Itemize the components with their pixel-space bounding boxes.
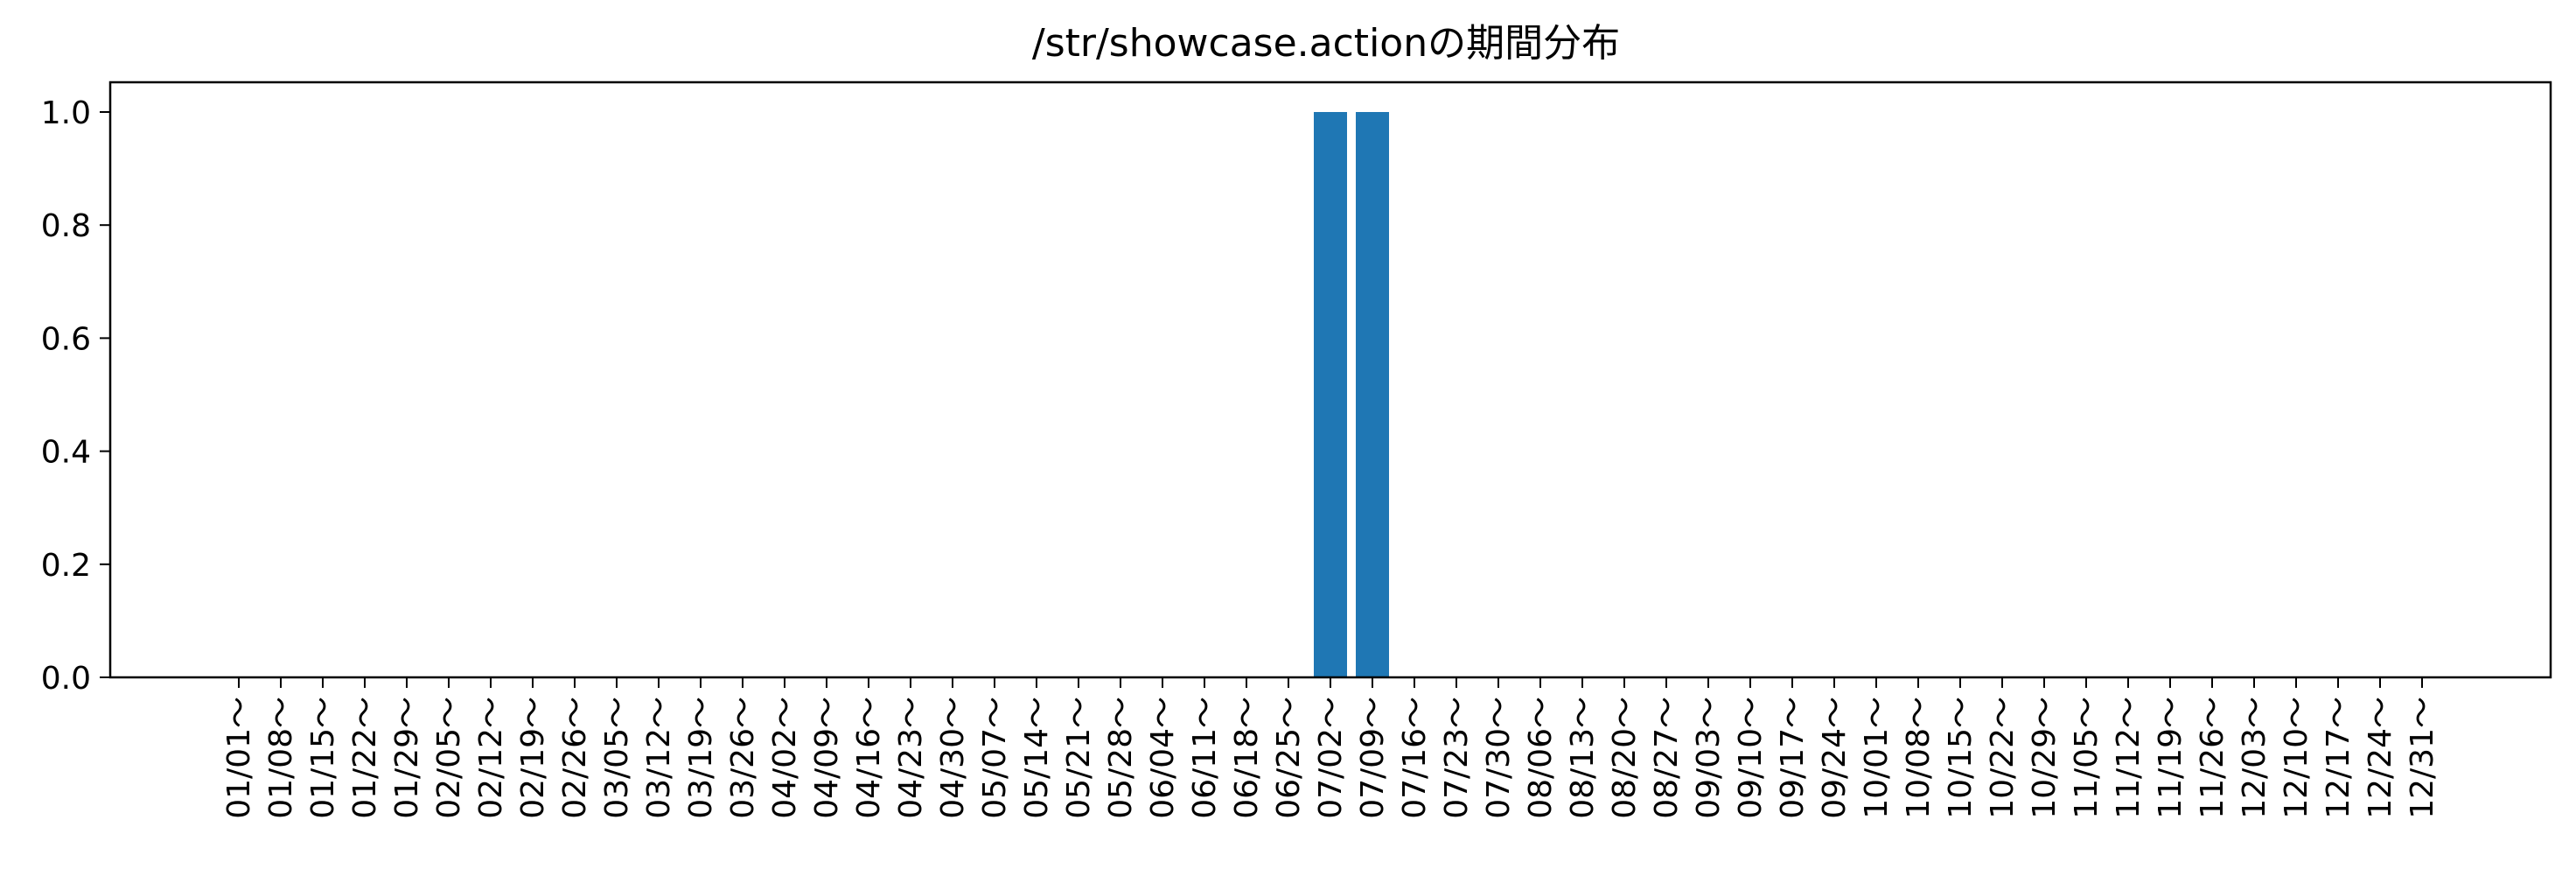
x-tick-label: 07/16～: [1397, 697, 1433, 819]
x-tick-label: 04/23～: [893, 697, 929, 819]
x-tick-label: 01/15～: [305, 697, 341, 819]
x-tick-label: 08/20～: [1607, 697, 1643, 819]
x-tick-label: 02/12～: [473, 697, 509, 819]
x-tick-label: 11/26～: [2195, 697, 2230, 819]
x-tick-label: 12/31～: [2405, 697, 2440, 819]
x-tick-label: 05/21～: [1061, 697, 1097, 819]
x-tick-label: 02/19～: [515, 697, 551, 819]
x-tick-label: 03/19～: [683, 697, 719, 819]
y-tick-label: 0.0: [41, 661, 91, 697]
x-tick-label: 09/10～: [1733, 697, 1769, 819]
x-tick-label: 08/13～: [1565, 697, 1601, 819]
x-tick-label: 04/30～: [935, 697, 971, 819]
x-tick-label: 10/08～: [1901, 697, 1937, 819]
x-tick-label: 09/17～: [1775, 697, 1811, 819]
x-tick-label: 01/29～: [389, 697, 425, 819]
plot-frame: [108, 81, 2552, 679]
x-tick-label: 03/05～: [599, 697, 635, 819]
x-tick-label: 05/14～: [1019, 697, 1055, 819]
x-tick-label: 07/23～: [1439, 697, 1475, 819]
x-tick-label: 11/12～: [2111, 697, 2147, 819]
x-tick-label: 04/16～: [851, 697, 887, 819]
chart-title: /str/showcase.actionの期間分布: [1032, 21, 1620, 66]
x-tick-label: 07/02～: [1313, 697, 1349, 819]
x-tick-label: 09/03～: [1691, 697, 1727, 819]
x-tick-label: 01/08～: [263, 697, 299, 819]
x-tick-label: 04/02～: [767, 697, 803, 819]
bar-0702: [1314, 112, 1347, 677]
x-tick-label: 06/25～: [1271, 697, 1307, 819]
x-tick-label: 08/06～: [1523, 697, 1559, 819]
x-tick-label: 02/05～: [431, 697, 467, 819]
x-tick-label: 01/01～: [221, 697, 257, 819]
x-tick-label: 12/17～: [2321, 697, 2356, 819]
x-tick-label: 12/24～: [2363, 697, 2398, 819]
x-tick-label: 09/24～: [1817, 697, 1853, 819]
x-tick-label: 11/05～: [2069, 697, 2105, 819]
x-tick-label: 10/22～: [1985, 697, 2021, 819]
x-tick-label: 12/03～: [2237, 697, 2272, 819]
x-tick-label: 04/09～: [809, 697, 845, 819]
x-tick-label: 06/11～: [1187, 697, 1223, 819]
y-tick-label: 1.0: [41, 95, 91, 131]
y-tick-label: 0.8: [41, 208, 91, 244]
x-tick-label: 12/10～: [2279, 697, 2314, 819]
x-tick-label: 05/07～: [977, 697, 1013, 819]
x-tick-label: 07/09～: [1355, 697, 1391, 819]
x-tick-label: 02/26～: [557, 697, 593, 819]
x-tick-label: 10/15～: [1943, 697, 1979, 819]
x-tick-label: 10/01～: [1859, 697, 1895, 819]
x-tick-label: 07/30～: [1481, 697, 1517, 819]
x-tick-label: 08/27～: [1649, 697, 1685, 819]
x-tick-label: 05/28～: [1103, 697, 1139, 819]
x-tick-label: 03/26～: [725, 697, 761, 819]
x-tick-label: 11/19～: [2153, 697, 2189, 819]
y-tick-label: 0.2: [41, 548, 91, 584]
x-tick-label: 01/22～: [347, 697, 383, 819]
bar-0709: [1356, 112, 1389, 677]
y-tick-label: 0.6: [41, 321, 91, 357]
y-tick-label: 0.4: [41, 435, 91, 471]
x-tick-label: 06/04～: [1145, 697, 1181, 819]
x-tick-label: 10/29～: [2027, 697, 2063, 819]
x-tick-label: 03/12～: [641, 697, 677, 819]
x-tick-label: 06/18～: [1229, 697, 1265, 819]
